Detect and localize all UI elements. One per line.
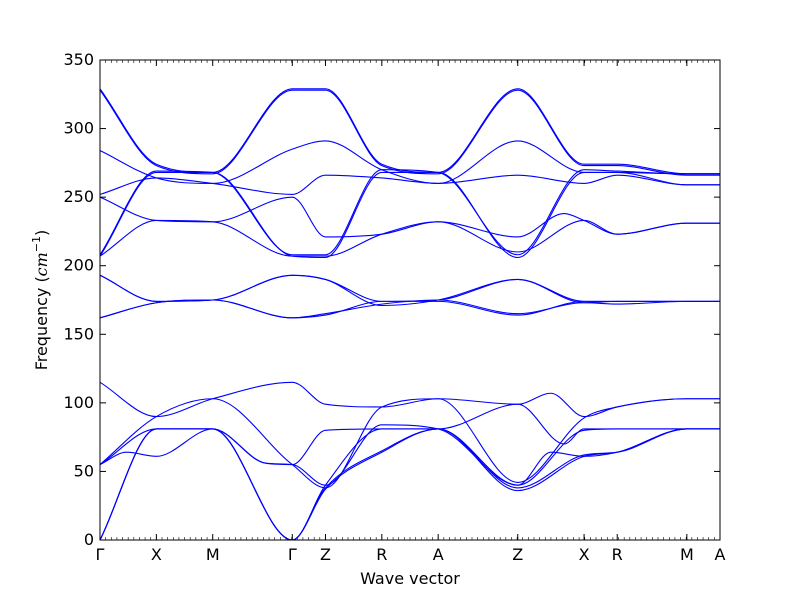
x-tick-label: R	[376, 545, 387, 564]
x-tick-label: R	[612, 545, 623, 564]
y-tick-label: 350	[63, 50, 94, 69]
x-tick-label: M	[680, 545, 694, 564]
phonon-branch-12	[100, 171, 720, 259]
y-tick-label: 200	[63, 256, 94, 275]
phonon-branch-18	[100, 196, 720, 238]
phonon-branch-16	[100, 140, 720, 186]
phonon-branch-14	[100, 88, 720, 175]
x-tick-label: Γ	[288, 545, 297, 564]
x-tick-label: X	[151, 545, 162, 564]
phonon-branch-19	[100, 219, 720, 257]
series-layer	[100, 88, 720, 540]
y-axis-label-suffix: )	[32, 230, 51, 236]
phonon-branch-8	[100, 299, 720, 319]
phonon-branch-17	[100, 174, 720, 195]
y-axis-label-unit: cm	[32, 252, 51, 276]
phonon-branch-15	[100, 89, 720, 176]
phonon-branch-9	[100, 299, 720, 319]
x-tick-label: Z	[512, 545, 523, 564]
y-tick-label: 50	[74, 461, 94, 480]
x-axis-label: Wave vector	[360, 569, 460, 588]
y-axis-label-prefix: Frequency (	[32, 276, 51, 370]
y-tick-label: 150	[63, 324, 94, 343]
y-tick-label: 100	[63, 393, 94, 412]
x-tick-label: Z	[320, 545, 331, 564]
phonon-branch-1	[100, 428, 720, 540]
y-tick-label: 250	[63, 187, 94, 206]
x-tick-label: A	[433, 545, 444, 564]
y-axis-label: Frequency (cm−1)	[30, 230, 51, 371]
ticks-layer: 0 50 100 150 200 250 300 350 Γ X M Γ Z R A Z X R M A	[63, 50, 725, 564]
y-tick-label: 0	[84, 530, 94, 549]
x-tick-label: Γ	[96, 545, 105, 564]
phonon-branch-13	[100, 169, 720, 256]
phonon-branch-5	[100, 403, 720, 466]
phonon-branch-2	[100, 428, 720, 540]
phonon-branch-3	[100, 428, 720, 540]
y-tick-label: 300	[63, 119, 94, 138]
x-tick-label: M	[206, 545, 220, 564]
y-axis-label-exponent: −1	[30, 236, 43, 252]
phonon-branch-4	[100, 424, 720, 486]
x-tick-label: A	[715, 545, 726, 564]
phonon-branch-11	[100, 274, 720, 302]
x-tick-label: X	[579, 545, 590, 564]
plot-frame	[99, 59, 721, 541]
phonon-branch-7	[100, 398, 720, 489]
